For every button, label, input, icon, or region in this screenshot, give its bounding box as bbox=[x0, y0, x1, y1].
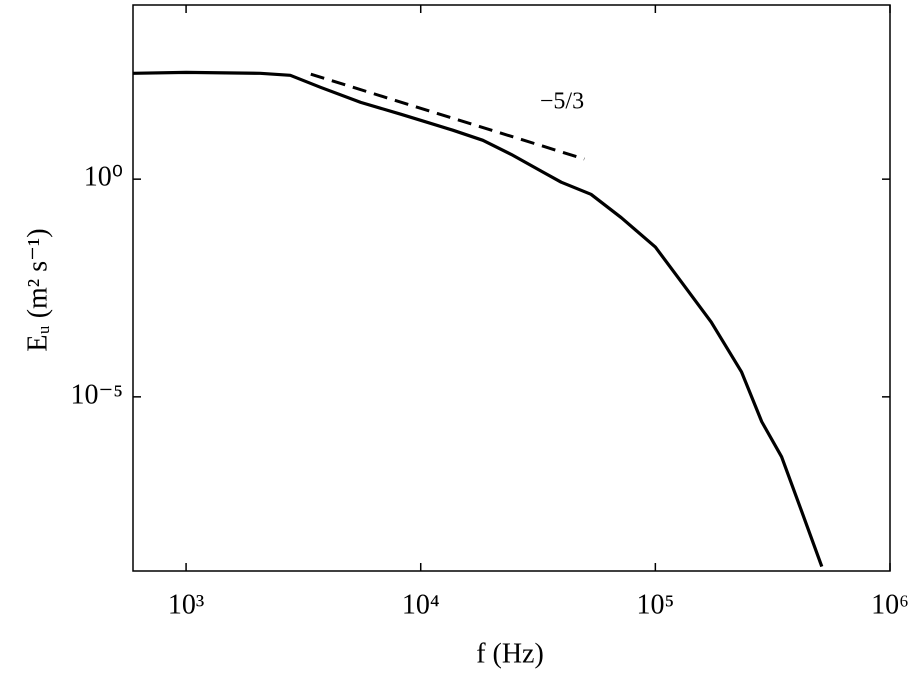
slope-annotation: −5/3 bbox=[540, 89, 584, 115]
reference-line bbox=[310, 72, 585, 161]
y-tick-label: 10⁰ bbox=[84, 162, 123, 193]
data-line bbox=[132, 70, 824, 568]
x-tick-label: 10⁴ bbox=[402, 589, 440, 620]
plot-frame bbox=[132, 4, 891, 572]
y-axis-title: Eᵤ (m² s⁻¹) bbox=[22, 228, 53, 351]
x-axis-title: f (Hz) bbox=[476, 638, 544, 669]
x-tick-label: 10³ bbox=[168, 589, 204, 620]
y-tick-label: 10⁻⁵ bbox=[70, 379, 123, 410]
x-tick-label: 10⁵ bbox=[636, 589, 674, 620]
x-tick-label: 10⁶ bbox=[871, 589, 909, 620]
